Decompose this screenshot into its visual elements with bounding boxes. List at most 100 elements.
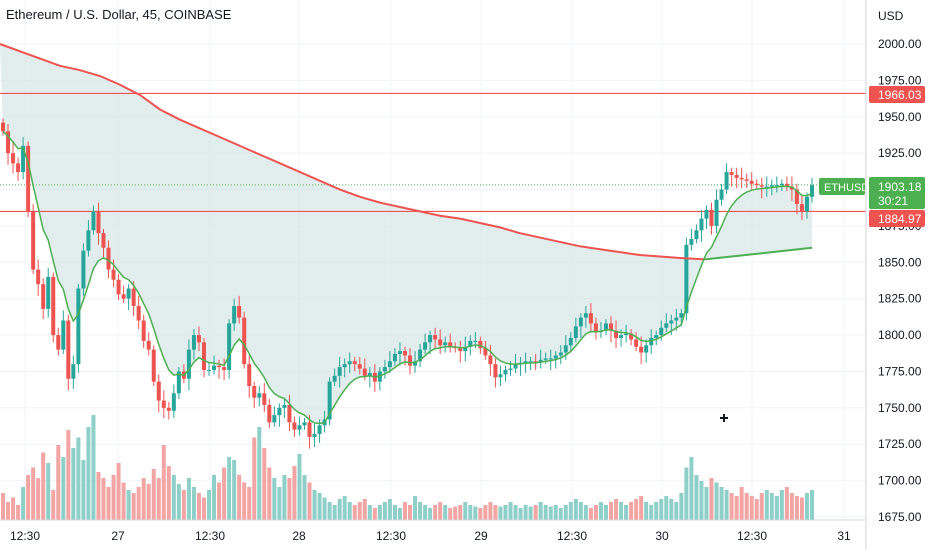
volume-bar (292, 466, 297, 520)
candle-body (387, 361, 392, 368)
volume-bar (493, 505, 498, 520)
candle-body (588, 313, 593, 324)
volume-bar (438, 502, 443, 520)
volume-bar (729, 493, 734, 520)
candle-body (6, 131, 11, 154)
chart-title: Ethereum / U.S. Dollar, 45, COINBASE (6, 7, 232, 22)
candle-body (654, 335, 659, 338)
time-tick-label: 12:30 (10, 529, 40, 543)
volume-bar (181, 490, 186, 520)
volume-bar (694, 475, 699, 520)
candle-body (619, 335, 624, 338)
support-price-tag: 1884.97 (869, 210, 925, 227)
volume-bar (46, 463, 51, 520)
volume-bar (1, 493, 5, 520)
volume-bar (744, 493, 749, 520)
candle-body (297, 425, 302, 430)
candle-body (699, 218, 704, 231)
volume-bar (749, 496, 754, 520)
candle-body (523, 361, 528, 363)
volume-bar (247, 487, 252, 520)
volume-bar (443, 505, 448, 520)
volume-bar (352, 505, 357, 520)
candle-body (679, 313, 684, 318)
volume-bar (543, 505, 548, 520)
candle-body (176, 371, 181, 394)
candle-body (488, 355, 493, 365)
volume-bar (36, 478, 41, 520)
last-price-tag: 1903.18 30:21 (869, 177, 925, 209)
candle-body (468, 340, 473, 347)
volume-bar (297, 454, 302, 520)
time-tick-label: 30 (655, 529, 669, 543)
volume-bar (151, 469, 156, 520)
candle-body (423, 342, 428, 350)
volume-bar (367, 505, 372, 520)
moving-averages (0, 43, 813, 425)
candle-body (131, 288, 136, 306)
volume-bar (332, 505, 337, 520)
volume-bar (553, 505, 558, 520)
volume-bar (573, 499, 578, 520)
candle-body (76, 288, 81, 365)
volume-bar (563, 505, 568, 520)
candle-body (332, 375, 337, 382)
candle-body (357, 364, 362, 369)
candle-body (528, 361, 533, 363)
candle-body (734, 174, 739, 178)
volume-bar (533, 505, 538, 520)
volume-bar (784, 487, 789, 520)
candle-body (629, 333, 634, 340)
volume-bar (287, 478, 292, 520)
volume-bar (478, 508, 483, 520)
volume-bar (337, 499, 342, 520)
volume-bar (754, 499, 759, 520)
candle-body (684, 244, 689, 314)
candle-body (789, 186, 794, 190)
candle-body (418, 349, 423, 362)
candle-body (508, 368, 513, 371)
candle-body (247, 364, 252, 387)
candle-body (397, 351, 402, 354)
candle-body (553, 355, 558, 359)
candle-body (267, 404, 272, 423)
candle-body (171, 393, 176, 411)
candle-body (593, 323, 598, 333)
resistance-label: 1966.03 (878, 88, 922, 102)
volume-bar (101, 478, 106, 520)
volume-bar (71, 448, 76, 520)
candle-body (292, 422, 297, 430)
symbol-tag: ETHUSD (819, 178, 869, 195)
time-tick-label: 31 (837, 529, 851, 543)
volume-bar (593, 505, 598, 520)
volume-bar (141, 478, 146, 520)
volume-bar (619, 502, 624, 520)
candle-body (352, 361, 357, 365)
candle-body (578, 317, 583, 327)
volume-bar (131, 493, 136, 520)
candle-body (674, 317, 679, 321)
candle-body (438, 339, 443, 346)
candle-body (614, 330, 619, 338)
volume-bar (704, 487, 709, 520)
volume-bar (16, 505, 21, 520)
volume-bar (423, 505, 428, 520)
candle-body (367, 372, 372, 376)
candle-body (252, 386, 257, 398)
volume-bar (86, 427, 91, 520)
bar-countdown-label: 30:21 (878, 194, 908, 208)
price-tick-label: 1925.00 (878, 146, 922, 160)
candle-body (714, 199, 719, 226)
volume-bar (232, 460, 237, 520)
candle-body (186, 349, 191, 379)
volume-bar (317, 493, 322, 520)
volume-bar (392, 505, 397, 520)
volume-bar (212, 475, 217, 520)
candle-body (764, 186, 769, 188)
volume-bar (176, 484, 181, 520)
volume-bar (634, 499, 639, 520)
price-tick-label: 1825.00 (878, 292, 922, 306)
candle-body (799, 204, 804, 212)
price-tick-label: 1725.00 (878, 437, 922, 451)
